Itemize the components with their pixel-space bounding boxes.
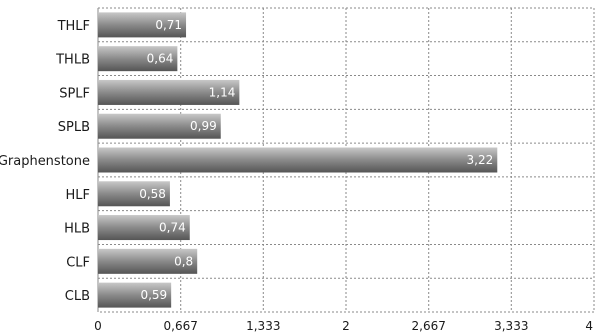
x-tick-label: 1,333 xyxy=(246,319,280,333)
bar-value-label: 3,22 xyxy=(467,153,494,167)
bar xyxy=(98,46,178,72)
bar-value-label: 0,59 xyxy=(140,288,167,302)
category-label: SPLF xyxy=(59,86,90,101)
bar xyxy=(98,12,187,38)
category-label: HLB xyxy=(64,222,90,237)
x-tick-label: 2 xyxy=(342,319,350,333)
bar xyxy=(98,79,240,105)
category-label: SPLB xyxy=(58,120,90,135)
bar xyxy=(98,215,190,241)
category-labels: THLF THLB SPLF SPLB Graphenstone HLF HLB CLF CLB xyxy=(0,19,90,304)
category-label: HLF xyxy=(66,188,91,203)
category-label: Graphenstone xyxy=(0,154,90,169)
bar xyxy=(98,282,172,308)
x-tick-label: 0 xyxy=(94,319,102,333)
bar-value-label: 0,58 xyxy=(139,187,166,201)
bar-value-label: 0,74 xyxy=(159,221,186,235)
bars: 0,71 0,64 1,14 0,99 3,22 0,58 0,74 0,8 0,59 xyxy=(98,12,498,308)
category-label: CLB xyxy=(65,289,90,304)
bar-value-label: 0,8 xyxy=(174,254,193,268)
category-label: THLB xyxy=(55,53,90,68)
x-tick-label: 3,333 xyxy=(494,319,528,333)
x-axis-ticks: 0 0,667 1,333 2 2,667 3,333 4 xyxy=(94,319,593,333)
x-tick-label: 0,667 xyxy=(164,319,198,333)
bar-value-label: 0,71 xyxy=(155,18,182,32)
bar-value-label: 1,14 xyxy=(209,85,236,99)
bar-value-label: 0,64 xyxy=(147,52,174,66)
bar xyxy=(98,181,170,207)
category-label: CLF xyxy=(66,255,90,270)
bar xyxy=(98,147,498,173)
x-tick-label: 2,667 xyxy=(412,319,446,333)
x-tick-label: 4 xyxy=(585,319,593,333)
bar-value-label: 0,99 xyxy=(190,119,217,133)
category-label: THLF xyxy=(57,19,90,34)
bar xyxy=(98,113,221,139)
bar xyxy=(98,248,198,274)
